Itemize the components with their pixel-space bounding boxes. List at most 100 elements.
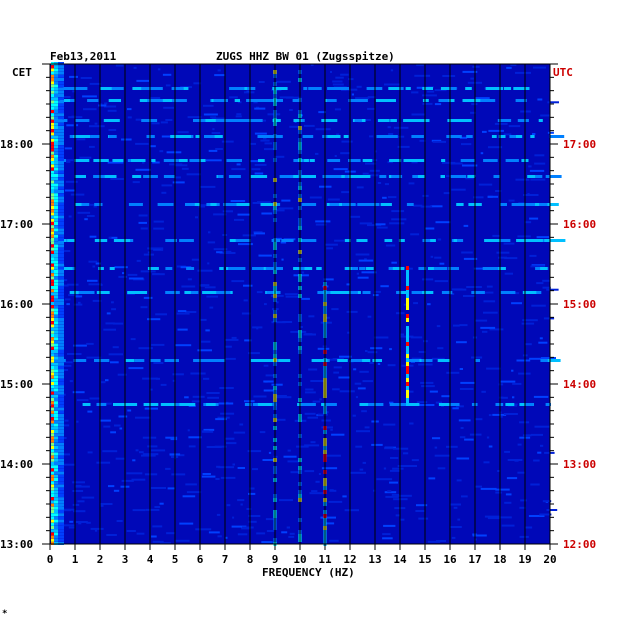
heat-cell — [335, 76, 344, 79]
heat-cell — [58, 286, 64, 289]
heat-cell — [93, 175, 105, 178]
heat-cell — [498, 516, 512, 519]
heat-cell — [249, 487, 255, 490]
heat-cell — [103, 119, 120, 122]
x-tick-label: 4 — [147, 553, 154, 566]
heat-cell — [532, 133, 536, 135]
heat-cell — [58, 462, 64, 465]
heat-cell — [51, 468, 54, 472]
heat-cell — [387, 161, 393, 164]
heat-cell — [350, 215, 361, 218]
heat-cell — [54, 529, 58, 533]
heat-cell — [58, 78, 64, 81]
heat-cell — [493, 175, 500, 178]
heat-cell — [346, 283, 351, 286]
heat-cell — [387, 196, 397, 199]
heat-cell — [404, 403, 420, 406]
heat-cell — [154, 506, 161, 508]
heat-cell — [51, 174, 54, 177]
heat-cell — [135, 118, 141, 121]
heat-cell — [383, 524, 396, 527]
heat-cell — [483, 461, 490, 464]
heat-cell — [460, 381, 476, 384]
heat-cell — [54, 305, 58, 309]
heat-cell — [229, 96, 238, 99]
heat-cell — [51, 74, 54, 78]
heat-cell — [191, 258, 199, 261]
heat-cell — [243, 299, 248, 302]
heat-cell — [305, 388, 314, 391]
heat-cell — [58, 199, 64, 203]
heat-cell — [406, 390, 409, 394]
heat-cell — [54, 257, 58, 261]
heat-cell — [355, 97, 370, 100]
heat-cell — [109, 267, 115, 270]
heat-cell — [341, 140, 353, 143]
heat-cell — [54, 174, 58, 177]
heat-cell — [465, 87, 472, 90]
heat-cell — [54, 148, 58, 152]
heat-cell — [253, 175, 268, 178]
heat-cell — [89, 82, 102, 85]
heat-cell — [362, 380, 373, 383]
heat-cell — [159, 99, 176, 102]
heat-cell — [475, 97, 490, 100]
heat-cell — [58, 458, 64, 462]
heat-cell — [96, 403, 107, 406]
heat-cell — [234, 239, 251, 242]
heat-cell — [540, 267, 548, 270]
heat-cell — [58, 423, 64, 427]
heat-cell — [74, 203, 82, 206]
heat-cell — [362, 159, 373, 162]
heat-cell — [223, 250, 232, 253]
heat-cell — [481, 390, 486, 393]
heat-cell — [496, 239, 511, 242]
heat-cell — [310, 403, 316, 406]
heat-cell — [171, 473, 186, 476]
heat-cell — [456, 203, 464, 206]
heat-cell — [115, 457, 125, 460]
heat-cell — [504, 272, 513, 275]
heat-cell — [358, 259, 374, 262]
heat-cell — [110, 431, 116, 434]
heat-cell — [457, 518, 461, 521]
heat-cell — [406, 386, 409, 390]
heat-cell — [263, 137, 267, 140]
heat-cell — [439, 262, 445, 265]
heat-cell — [58, 84, 64, 88]
heat-cell — [231, 168, 246, 171]
heat-cell — [474, 319, 488, 322]
heat-cell — [113, 489, 120, 492]
heat-cell — [54, 449, 58, 453]
heat-cell — [151, 343, 165, 346]
heat-cell — [272, 209, 285, 212]
heat-cell — [51, 292, 54, 296]
heat-cell — [58, 417, 64, 421]
heat-cell — [370, 347, 383, 350]
heat-cell — [54, 110, 58, 113]
heat-cell — [216, 513, 221, 516]
heat-cell — [58, 241, 64, 245]
heat-cell — [469, 433, 482, 436]
heat-cell — [58, 474, 64, 478]
heat-cell — [58, 471, 64, 475]
heat-cell — [58, 340, 64, 344]
heat-cell — [365, 350, 368, 352]
heat-cell — [328, 500, 343, 503]
heat-cell — [54, 311, 58, 315]
heat-cell — [54, 458, 58, 462]
heat-cell — [480, 326, 496, 329]
heat-cell — [113, 403, 127, 406]
heat-cell — [54, 215, 58, 219]
heat-cell — [151, 535, 157, 538]
heat-cell — [58, 161, 64, 165]
heat-cell — [411, 291, 422, 294]
heat-cell — [411, 135, 424, 138]
heat-cell — [58, 209, 64, 213]
heat-cell — [58, 503, 64, 507]
heat-cell — [527, 239, 543, 242]
heat-cell — [406, 203, 414, 206]
heat-cell — [334, 87, 349, 90]
heat-cell — [160, 121, 168, 124]
heat-cell — [240, 503, 243, 506]
